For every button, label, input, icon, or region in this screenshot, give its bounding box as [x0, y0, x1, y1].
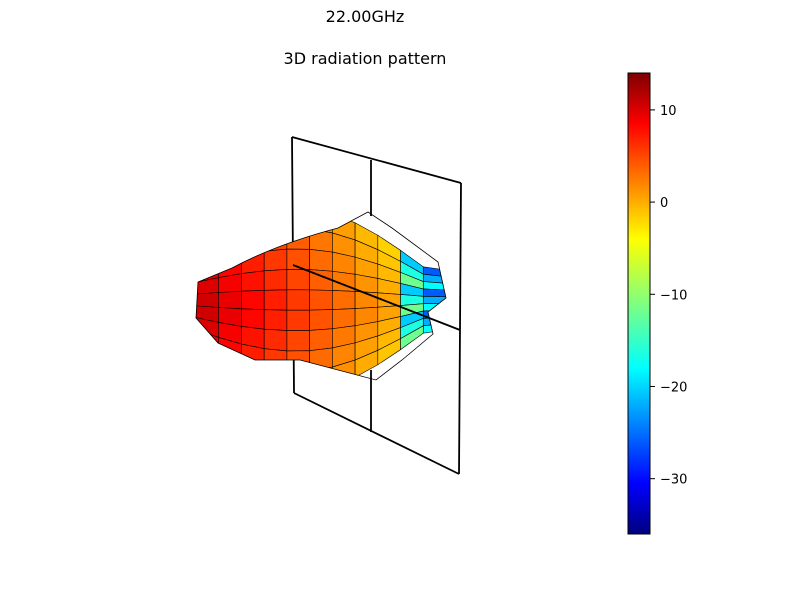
surface-facet [218, 220, 242, 248]
surface-facet [218, 237, 242, 263]
surface-facet [422, 296, 446, 304]
surface-facet [263, 367, 288, 380]
chart-title: 3D radiation pattern [283, 49, 447, 68]
surface-facet [422, 288, 446, 297]
surface-facet [309, 366, 333, 380]
surface-facet [263, 248, 288, 272]
surface-facet [241, 231, 265, 257]
surface-facet [422, 281, 446, 291]
surface-facet [286, 370, 310, 380]
surface-facet [286, 309, 310, 331]
surface-facet [332, 308, 356, 330]
colorbar-tick-label: −10 [660, 288, 687, 303]
surface-facet [241, 212, 265, 239]
surface-facet [241, 289, 265, 311]
surface-facet [263, 289, 288, 311]
surface-facet [309, 289, 333, 311]
surface-facet [218, 290, 242, 310]
surface-facet [263, 328, 288, 352]
surface-facet [286, 228, 310, 250]
surface-facet [309, 249, 333, 272]
surface-facet [286, 330, 310, 352]
plane-edge [291, 136, 462, 184]
plane-edge [293, 392, 460, 475]
surface-facet [263, 309, 288, 331]
surface-facet [241, 270, 265, 292]
surface-facet [332, 290, 356, 310]
lobe-mesh [196, 212, 446, 380]
surface-facet [241, 250, 265, 274]
surface-facet [241, 361, 265, 380]
colorbar: 10 0 −10 −20 −30 [627, 72, 687, 535]
surface-facet [309, 212, 333, 234]
surface-facet [263, 212, 288, 233]
surface-facet [309, 309, 333, 331]
surface-facet [286, 269, 310, 291]
colorbar-tick-label: −30 [660, 473, 687, 488]
surface-facet [196, 232, 220, 260]
surface-facet [286, 212, 310, 230]
radiation-surface [195, 211, 447, 381]
colorbar-tick-label: 10 [660, 104, 677, 119]
surface-facet [422, 273, 446, 284]
surface-facet [196, 292, 220, 308]
surface-facet [196, 247, 220, 272]
surface-facet [286, 289, 310, 311]
surface-facet [422, 316, 446, 327]
colorbar-ticks: 10 0 −10 −20 −30 [650, 104, 687, 488]
surface-facet [218, 352, 242, 380]
plane-center-line [292, 264, 461, 331]
surface-facet [286, 350, 310, 372]
surface-outline [195, 211, 447, 381]
surface-facet [196, 340, 220, 368]
cutting-plane-front [292, 264, 461, 475]
colorbar-tick-label: −20 [660, 380, 687, 395]
surface-facet [309, 328, 333, 351]
plane-edge [458, 182, 462, 475]
colorbar-gradient [627, 72, 651, 535]
surface-facet [241, 343, 265, 369]
surface-facet [196, 277, 220, 295]
surface-facet [241, 308, 265, 330]
figure-suptitle: 22.00GHz [325, 7, 405, 26]
surface-facet [263, 269, 288, 291]
colorbar-tick-label: 0 [660, 196, 668, 211]
